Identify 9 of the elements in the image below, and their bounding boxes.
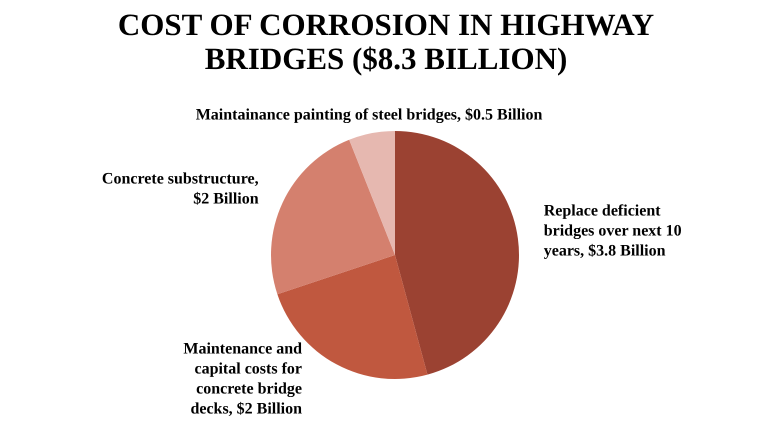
slice-label: Maintainance painting of steel bridges, $0.5 Billion xyxy=(196,106,542,124)
slice-label: Replace deficient bridges over next 10 years, $3.8 Billion xyxy=(544,202,682,260)
slice-label: Maintenance and capital costs for concrete bridge decks, $2 Billion xyxy=(183,340,302,418)
chart-title: COST OF CORROSION IN HIGHWAY BRIDGES ($8.3 BILLION) xyxy=(116,7,656,78)
slice-label: Concrete substructure, $2 Billion xyxy=(102,170,259,208)
pie-slice xyxy=(349,131,395,255)
pie-slice xyxy=(395,131,519,375)
pie-slice xyxy=(277,255,428,379)
pie-slice xyxy=(271,140,395,294)
